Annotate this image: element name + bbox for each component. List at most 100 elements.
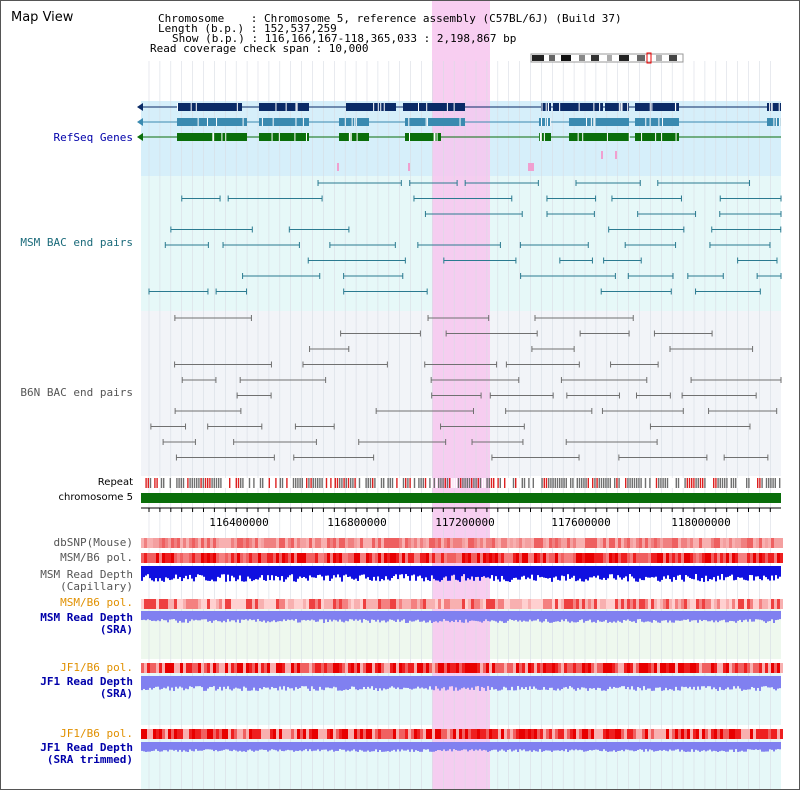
msm-sra-depth-bar	[621, 611, 623, 623]
msm-capillary-depth-bar	[411, 566, 413, 576]
track-label-jf1-b6-pol[interactable]: JF1/B6 pol.	[60, 661, 133, 674]
msm-capillary-depth-bar	[217, 566, 219, 577]
track-label-msm-b6-pol-sra[interactable]: MSM/B6 pol.	[60, 596, 133, 609]
msm-b6-pol-cell	[726, 553, 729, 563]
msm-sra-depth-bar	[425, 611, 427, 623]
track-label-jf1-read-depth[interactable]: JF1 Read Depth	[40, 675, 133, 688]
msm-capillary-depth-bar	[695, 566, 697, 575]
msm-sra-depth-bar	[463, 611, 465, 623]
jf1-b6-pol-cell	[180, 663, 183, 673]
jf1-trimmed-depth-bar	[697, 742, 699, 751]
jf1-b6-trimmed-pol-cell	[582, 729, 585, 739]
jf1-sra-depth-bar	[527, 676, 529, 690]
msm-capillary-depth-bar	[331, 566, 333, 579]
repeat-mark	[664, 478, 666, 488]
msm-capillary-depth-bar	[243, 566, 245, 582]
jf1-sra-depth-bar	[739, 676, 741, 689]
jf1-b6-pol-cell	[573, 663, 576, 673]
msm-b6-pol-cell	[645, 553, 648, 563]
repeat-mark	[460, 478, 462, 488]
msm-b6-sra-pol-cell	[348, 599, 351, 609]
jf1-b6-trimmed-pol-cell	[429, 729, 432, 739]
jf1-trimmed-depth-bar	[413, 742, 415, 752]
msm-sra-depth-bar	[203, 611, 205, 620]
msm-sra-depth-bar	[609, 611, 611, 622]
track-label-jf1-b6-pol-trimmed[interactable]: JF1/B6 pol.	[60, 727, 133, 740]
repeat-mark	[343, 478, 345, 488]
jf1-sra-depth-bar	[541, 676, 543, 690]
repeat-mark	[611, 478, 614, 488]
jf1-sra-depth-bar	[717, 676, 719, 691]
jf1-trimmed-depth-bar	[711, 742, 713, 752]
repeat-mark	[757, 478, 759, 488]
dbsnp-cell	[636, 538, 639, 548]
jf1-b6-trimmed-pol-cell	[345, 729, 348, 739]
dbsnp-cell	[594, 538, 597, 548]
msm-sra-depth-bar	[373, 611, 375, 620]
msm-sra-depth-bar	[715, 611, 717, 621]
msm-b6-sra-pol-cell	[225, 599, 228, 609]
repeat-mark	[356, 478, 358, 488]
msm-sra-depth-bar	[771, 611, 773, 620]
msm-sra-depth-bar	[705, 611, 707, 621]
jf1-sra-depth-bar	[151, 676, 153, 690]
jf1-trimmed-depth-bar	[171, 742, 173, 750]
msm-b6-pol-cell	[291, 553, 294, 563]
dbsnp-cell	[216, 538, 219, 548]
msm-sra-depth-bar	[241, 611, 243, 620]
msm-b6-sra-pol-cell	[732, 599, 735, 609]
jf1-trimmed-depth-bar	[207, 742, 209, 750]
track-label-b6n-bac-end-pairs[interactable]: B6N BAC end pairs	[20, 386, 133, 399]
track-label-refseq-genes[interactable]: RefSeq Genes	[53, 131, 133, 144]
exon-gap	[546, 118, 548, 126]
dbsnp-cell	[609, 538, 612, 548]
msm-b6-sra-pol-cell	[453, 599, 456, 609]
msm-b6-sra-pol-cell	[690, 599, 693, 609]
repeat-mark	[354, 478, 356, 488]
track-label-msm-read-depth[interactable]: MSM Read Depth	[40, 568, 133, 581]
msm-sra-depth-bar	[257, 611, 259, 620]
jf1-trimmed-depth-bar	[367, 742, 369, 751]
repeat-mark	[292, 478, 295, 488]
jf1-sra-depth-bar	[635, 676, 637, 691]
jf1-sra-depth-bar	[741, 676, 743, 691]
dbsnp-cell	[576, 538, 579, 548]
jf1-b6-pol-cell	[342, 663, 345, 673]
track-label-jf1-read-depth-trimmed[interactable]: JF1 Read Depth	[40, 741, 133, 754]
jf1-b6-pol-cell	[330, 663, 333, 673]
msm-b6-pol-cell	[492, 553, 495, 563]
msm-b6-sra-pol-cell	[396, 599, 399, 609]
msm-sra-depth-bar	[673, 611, 675, 623]
jf1-sra-depth-bar	[295, 676, 297, 688]
msm-capillary-depth-bar	[201, 566, 203, 576]
repeat-mark	[367, 478, 369, 488]
dbsnp-cell	[726, 538, 729, 548]
track-label-repeat[interactable]: Repeat	[97, 477, 133, 488]
jf1-trimmed-depth-bar	[215, 742, 217, 751]
track-label-msm-bac-end-pairs[interactable]: MSM BAC end pairs	[20, 236, 133, 249]
msm-capillary-depth-bar	[429, 566, 431, 582]
msm-capillary-depth-bar	[681, 566, 683, 580]
msm-b6-sra-pol-cell	[471, 599, 474, 609]
repeat-mark	[686, 478, 688, 488]
dbsnp-cell	[324, 538, 327, 548]
jf1-b6-trimmed-pol-cell	[165, 729, 168, 739]
track-label-msm-b6-pol[interactable]: MSM/B6 pol.	[60, 551, 133, 564]
dbsnp-cell	[588, 538, 591, 548]
jf1-sra-depth-bar	[369, 676, 371, 689]
repeat-mark	[653, 478, 655, 488]
jf1-sra-depth-bar	[651, 676, 653, 691]
dbsnp-cell	[366, 538, 369, 548]
msm-capillary-depth-bar	[721, 566, 723, 575]
jf1-sra-depth-bar	[771, 676, 773, 688]
jf1-b6-trimmed-pol-cell	[228, 729, 231, 739]
track-label-dbsnp[interactable]: dbSNP(Mouse)	[53, 536, 133, 549]
repeat-mark	[321, 478, 323, 488]
jf1-sra-depth-bar	[681, 676, 683, 687]
jf1-b6-pol-cell	[321, 663, 324, 673]
repeat-mark	[171, 478, 174, 488]
track-label-msm-read-depth-sra[interactable]: MSM Read Depth	[40, 611, 133, 624]
jf1-trimmed-depth-bar	[415, 742, 417, 751]
dbsnp-cell	[438, 538, 441, 548]
